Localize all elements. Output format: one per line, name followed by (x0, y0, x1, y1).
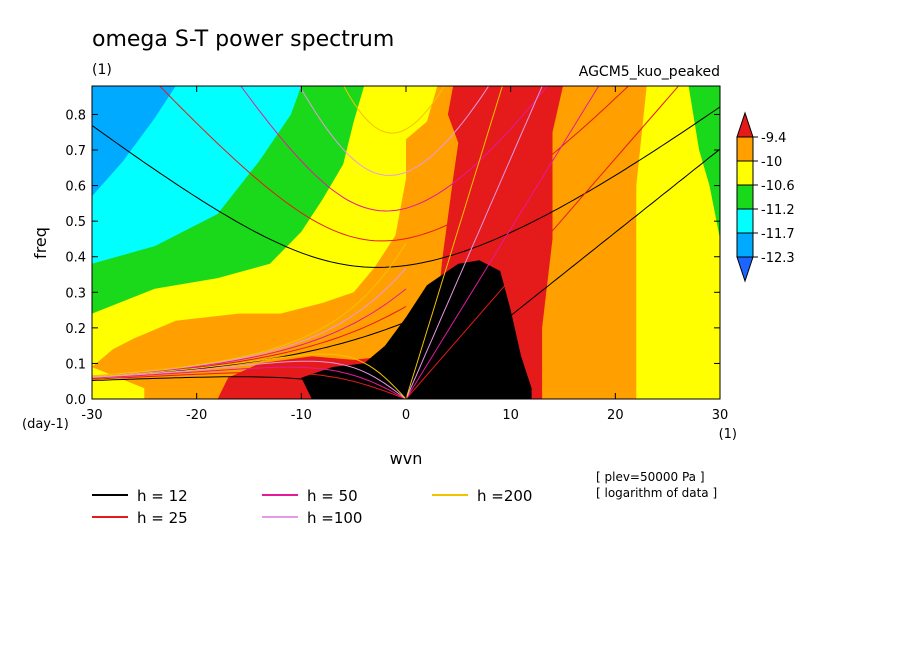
curve-rossby-h100 (92, 360, 407, 399)
y-unit-label: (day-1) (22, 417, 69, 432)
y-tick-label: 0.2 (65, 322, 86, 337)
note-log: [ logarithm of data ] (596, 486, 717, 500)
colorbar-box (736, 160, 754, 186)
legend-label-h50: h = 50 (307, 487, 358, 505)
colorbar-label: -10 (761, 155, 782, 170)
contour-region-6 (301, 260, 532, 399)
x-tick-label: -30 (81, 408, 102, 423)
curve-rossby-h200 (92, 353, 407, 399)
legend-label-h200: h =200 (477, 487, 532, 505)
curve-gravity-h100 (298, 86, 490, 176)
legend-label-h12: h = 12 (137, 487, 188, 505)
x-tick-label: 30 (712, 408, 729, 423)
colorbar-label: -12.3 (761, 251, 795, 266)
y-axis-ticks: 0.0 0.1 0.2 0.3 0.4 0.5 0.6 0.7 0.8 (65, 108, 720, 408)
x-unit-label: (1) (719, 427, 737, 442)
colorbar-cap-bottom (736, 256, 754, 283)
x-tick-label: -10 (291, 408, 312, 423)
note-plev: [ plev=50000 Pa ] (596, 470, 705, 484)
curve-rossby-h25 (92, 371, 407, 399)
x-tick-label: 20 (607, 408, 624, 423)
chart-subtitle-left: (1) (92, 62, 112, 78)
legend-label-h25: h = 25 (137, 509, 188, 527)
curve-gravity-h200 (343, 86, 445, 134)
contour-fills (92, 86, 720, 399)
y-tick-label: 0.6 (65, 180, 86, 195)
colorbar-box (736, 136, 754, 162)
colorbar-label: -9.4 (761, 131, 786, 146)
x-tick-label: 10 (502, 408, 519, 423)
chart-subtitle-right: AGCM5_kuo_peaked (579, 64, 720, 80)
curve-kelvin-h100 (405, 86, 543, 399)
x-tick-label: -20 (186, 408, 207, 423)
curve-gravity-h12 (92, 106, 720, 268)
legend-label-h100: h =100 (307, 509, 362, 527)
x-axis-ticks: -30 -20 -10 0 10 20 30 (81, 86, 728, 423)
y-tick-label: 0.3 (65, 286, 86, 301)
y-tick-label: 0.0 (65, 393, 86, 408)
colorbar-label: -10.6 (761, 179, 795, 194)
y-tick-label: 0.1 (65, 357, 86, 372)
curve-mrg-h200 (92, 243, 407, 377)
curve-gravity-h25 (159, 86, 630, 242)
colorbar-label: -11.2 (761, 203, 795, 218)
dispersion-curves (92, 86, 720, 399)
x-axis-label: wvn (390, 449, 423, 468)
curve-kelvin-h200 (405, 86, 503, 399)
curve-kelvin-h25 (405, 86, 680, 399)
colorbar-box (736, 232, 754, 258)
x-tick-label: 0 (402, 408, 410, 423)
chart-title: omega S-T power spectrum (92, 27, 394, 52)
colorbar: -9.4 -10 -10.6 -11.2 -11.7 -12.3 (736, 111, 795, 283)
colorbar-box (736, 184, 754, 210)
curve-rossby-h12 (92, 376, 407, 399)
colorbar-cap-top (736, 111, 754, 138)
legend: h = 12 h = 25 h = 50 h =100 h =200 (92, 487, 532, 527)
y-tick-label: 0.8 (65, 108, 86, 123)
curve-gravity-h50 (240, 86, 548, 212)
curve-rossby-h50 (92, 366, 407, 399)
colorbar-label: -11.7 (761, 227, 795, 242)
y-axis-label: freq (31, 227, 50, 259)
y-tick-label: 0.4 (65, 251, 86, 266)
y-tick-label: 0.7 (65, 144, 86, 159)
y-tick-label: 0.5 (65, 215, 86, 230)
curve-kelvin-h50 (405, 86, 600, 399)
curve-kelvin-h12 (405, 148, 720, 399)
colorbar-box (736, 208, 754, 234)
